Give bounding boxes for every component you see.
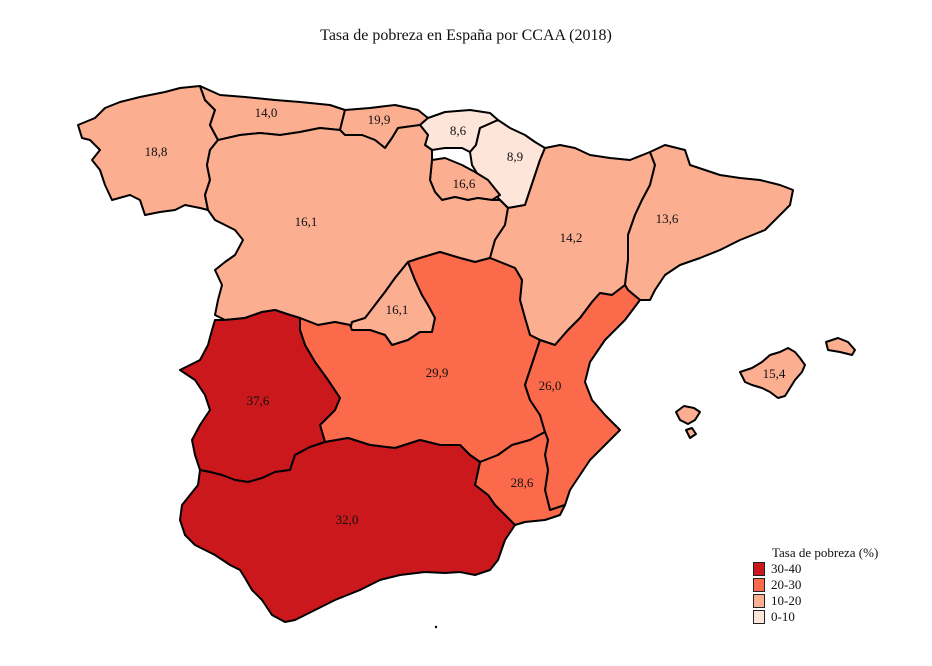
legend-item: 30-40 [752,561,878,577]
label-pais-vasco: 8,6 [450,123,467,138]
legend-label: 20-30 [771,577,802,592]
legend-item: 10-20 [752,593,878,609]
label-andalucia: 32,0 [336,512,359,527]
legend-swatch [753,562,765,576]
label-aragon: 14,2 [560,230,583,245]
legend-label: 30-40 [771,561,802,576]
map-dot-marker [434,625,438,629]
legend-item: 20-30 [752,577,878,593]
label-valencia: 26,0 [539,378,562,393]
legend-label: 0-10 [771,609,795,624]
label-cantabria: 19,9 [368,112,391,127]
label-murcia: 28,6 [511,475,534,490]
label-castilla-la-mancha: 29,9 [426,365,449,380]
label-galicia: 18,8 [145,144,168,159]
region-cataluna[interactable] [624,144,794,301]
legend-label: 10-20 [771,593,802,608]
chart-title: Tasa de pobreza en España por CCAA (2018… [320,27,612,44]
label-navarra: 8,9 [507,149,523,164]
label-baleares: 15,4 [763,366,786,381]
label-la-rioja: 16,6 [453,176,476,191]
legend-swatch [753,578,765,592]
region-baleares-mallorca[interactable] [739,347,806,399]
legend: Tasa de pobreza (%) 30-40 20-30 10-20 0-… [752,545,878,625]
legend-title: Tasa de pobreza (%) [772,545,879,560]
legend-swatch [753,594,765,608]
label-madrid: 16,1 [386,302,409,317]
region-murcia[interactable] [474,431,566,526]
legend-item: 0-10 [752,609,878,625]
legend-swatch [753,610,765,624]
region-baleares-menorca[interactable] [825,337,856,356]
region-andalucia[interactable] [179,437,516,623]
label-asturias: 14,0 [255,105,278,120]
label-castilla-y-leon: 16,1 [295,214,318,229]
region-baleares-ibiza[interactable] [675,405,701,439]
label-extremadura: 37,6 [247,393,270,408]
label-cataluna: 13,6 [656,211,679,226]
